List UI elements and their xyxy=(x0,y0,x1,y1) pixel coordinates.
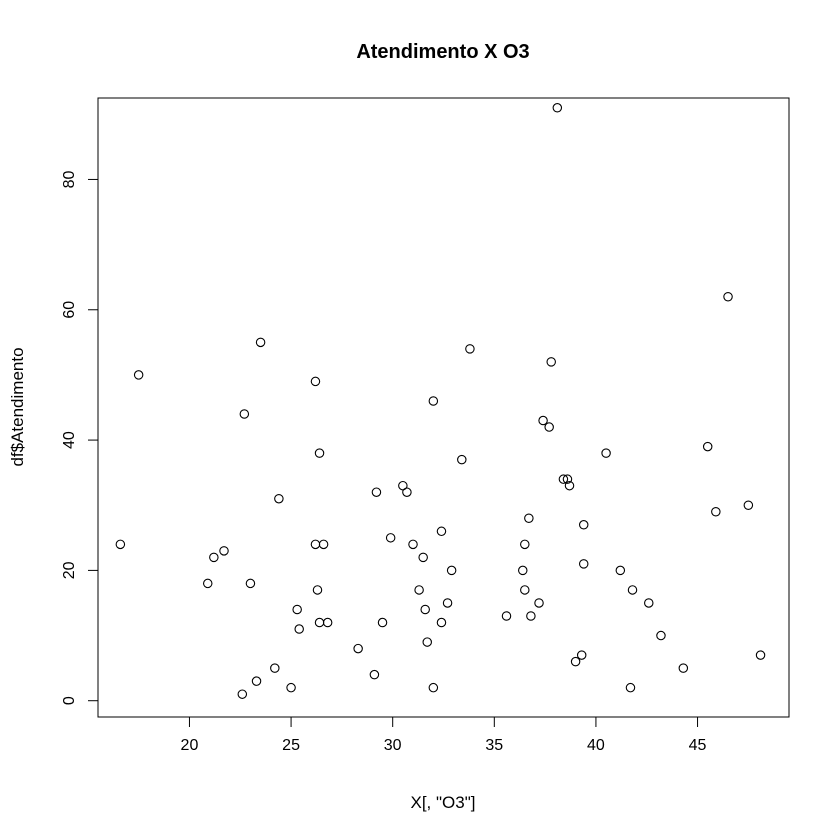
x-axis-label: X[, "O3"] xyxy=(411,793,476,812)
data-point xyxy=(576,650,587,660)
data-point xyxy=(369,669,380,680)
data-point xyxy=(644,598,654,608)
x-axis: 20 25 30 35 40 45 xyxy=(181,716,707,754)
data-point xyxy=(219,546,229,556)
data-point xyxy=(251,676,262,686)
data-point xyxy=(546,357,556,367)
data-point xyxy=(402,487,412,497)
data-point xyxy=(601,448,611,458)
data-point xyxy=(562,474,573,484)
data-point xyxy=(436,526,447,537)
x-tick-label: 35 xyxy=(485,737,503,754)
data-point xyxy=(294,624,304,634)
data-point xyxy=(544,422,554,432)
data-point xyxy=(743,500,754,510)
y-tick-label: 60 xyxy=(61,301,78,319)
data-point xyxy=(274,493,284,504)
data-point xyxy=(292,604,302,615)
data-point xyxy=(428,682,439,693)
data-point xyxy=(625,682,636,693)
data-point xyxy=(310,376,321,387)
data-point xyxy=(255,337,266,348)
x-tick-label: 20 xyxy=(181,737,199,754)
data-point xyxy=(723,291,733,302)
data-point xyxy=(237,689,248,699)
data-point xyxy=(377,617,388,628)
data-point xyxy=(270,663,280,673)
data-point xyxy=(385,533,396,543)
y-tick-label: 0 xyxy=(61,696,78,705)
data-point xyxy=(570,656,581,667)
chart-title: Atendimento X O3 xyxy=(356,41,529,63)
x-tick-label: 30 xyxy=(384,737,402,754)
data-point xyxy=(457,454,467,465)
y-tick-label: 20 xyxy=(61,561,78,579)
data-point xyxy=(414,585,424,595)
data-point xyxy=(755,650,766,660)
data-point xyxy=(465,344,475,354)
data-point xyxy=(564,480,575,491)
data-point xyxy=(115,539,126,550)
data-point xyxy=(656,630,666,641)
data-point xyxy=(314,448,325,458)
data-point xyxy=(442,598,453,608)
data-point xyxy=(558,474,569,484)
data-point xyxy=(711,507,721,517)
data-point xyxy=(322,617,333,628)
y-axis-label: df$Atendimento xyxy=(8,347,27,466)
data-point xyxy=(239,409,250,419)
data-point xyxy=(552,103,563,113)
data-point xyxy=(312,585,323,595)
x-tick-label: 40 xyxy=(587,737,605,754)
x-tick-label: 45 xyxy=(689,737,707,754)
data-point xyxy=(627,585,638,595)
data-point xyxy=(371,487,382,497)
data-point xyxy=(678,663,689,673)
data-point xyxy=(408,539,418,550)
y-tick-label: 40 xyxy=(61,431,78,449)
data-point xyxy=(534,598,544,608)
data-point xyxy=(353,643,363,654)
data-point xyxy=(202,578,213,589)
data-point xyxy=(245,578,256,589)
data-point xyxy=(518,565,528,576)
data-point xyxy=(286,682,296,693)
x-tick-label: 25 xyxy=(282,737,300,754)
data-point xyxy=(578,520,589,530)
data-point xyxy=(209,552,219,563)
data-points xyxy=(115,103,766,699)
y-axis: 0 20 40 60 80 xyxy=(61,170,99,705)
data-point xyxy=(133,370,144,380)
data-point xyxy=(520,539,530,550)
data-point xyxy=(524,513,534,524)
data-point xyxy=(501,611,512,621)
data-point xyxy=(702,441,713,452)
data-point xyxy=(420,604,430,615)
data-point xyxy=(538,415,548,426)
data-point xyxy=(520,585,530,595)
data-point xyxy=(578,559,589,569)
data-point xyxy=(615,565,626,576)
data-point xyxy=(436,617,447,628)
data-point xyxy=(446,565,457,576)
data-point xyxy=(422,637,432,647)
data-point xyxy=(418,552,428,563)
y-tick-label: 80 xyxy=(61,170,78,188)
data-point xyxy=(428,396,439,406)
data-point xyxy=(318,539,329,550)
data-point xyxy=(526,611,536,621)
